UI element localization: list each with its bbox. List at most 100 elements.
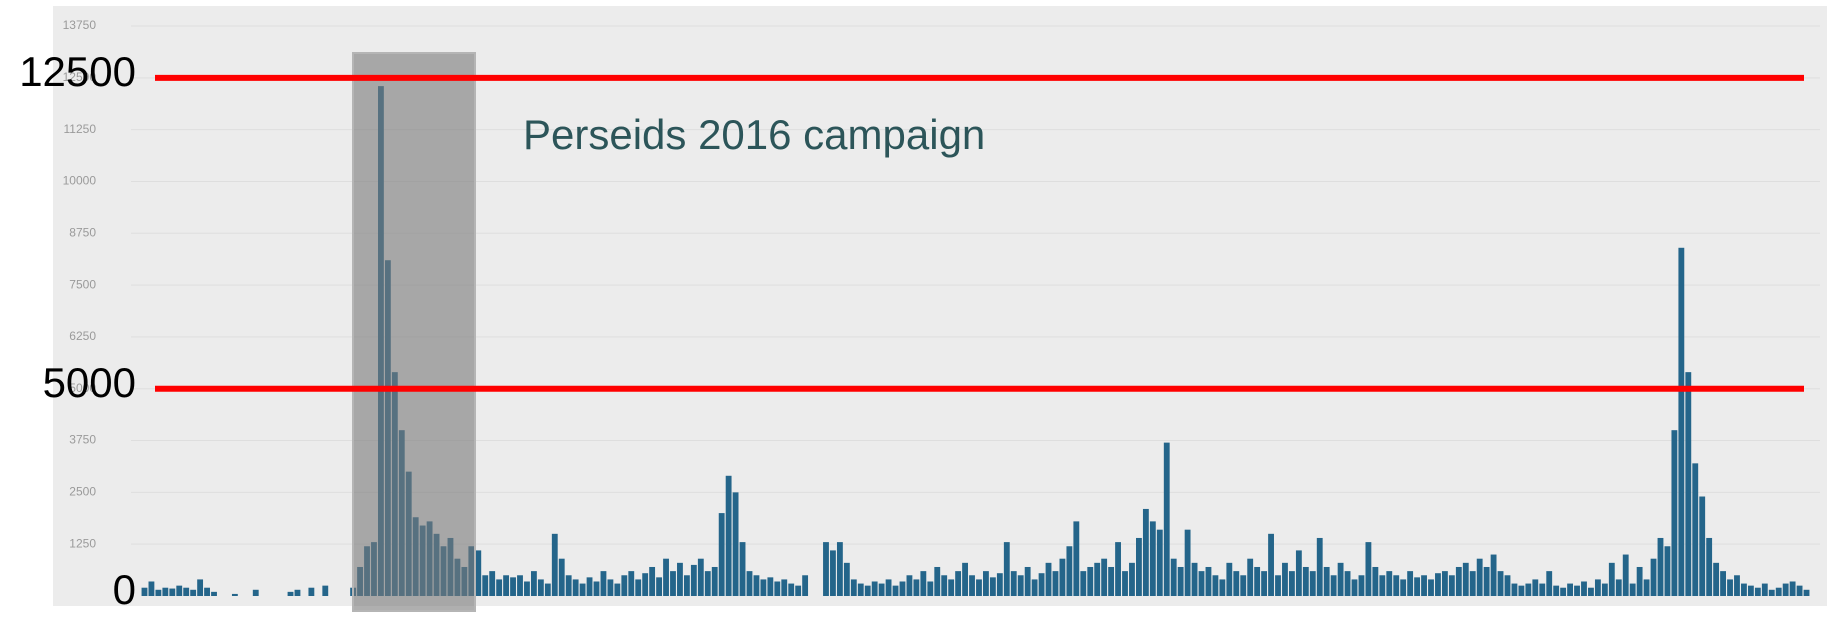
bar — [155, 589, 162, 596]
bar — [843, 562, 850, 596]
y-tick-label: 10000 — [63, 174, 97, 188]
bar — [871, 581, 878, 596]
bar — [614, 583, 621, 596]
bar — [802, 575, 809, 596]
y-tick-label: 8750 — [69, 225, 96, 239]
bar — [1288, 571, 1295, 596]
bar — [823, 542, 829, 596]
bar — [1337, 562, 1344, 596]
bar — [1754, 587, 1761, 596]
reference-label: 12500 — [19, 48, 136, 95]
bar — [670, 571, 676, 596]
bar — [1184, 529, 1191, 596]
bar — [1219, 579, 1226, 596]
bar — [148, 581, 155, 596]
bar — [211, 591, 217, 596]
bar — [1087, 566, 1094, 596]
bar — [162, 587, 169, 596]
y-tick-label: 7500 — [69, 277, 96, 291]
bar — [524, 581, 530, 596]
y-tick-label: 6250 — [69, 329, 96, 343]
reference-label: 5000 — [43, 359, 136, 406]
bar — [1400, 579, 1407, 596]
bar — [635, 579, 642, 596]
bar — [600, 571, 607, 596]
bar — [1351, 579, 1358, 596]
bar — [774, 581, 781, 596]
bar — [976, 579, 982, 596]
bar — [1497, 571, 1504, 596]
bar — [1149, 521, 1156, 596]
bar — [1386, 571, 1393, 596]
bar — [1177, 566, 1184, 596]
bar — [628, 571, 635, 596]
bar — [690, 564, 697, 596]
bar — [1393, 575, 1400, 596]
bar — [996, 573, 1003, 596]
bar — [1567, 583, 1574, 596]
bar — [1275, 575, 1281, 596]
bar — [1358, 575, 1365, 596]
bar — [475, 550, 482, 596]
bar — [1122, 571, 1128, 596]
bar — [1469, 571, 1476, 596]
bar — [1553, 585, 1560, 596]
bar — [1295, 550, 1302, 596]
bar — [1017, 575, 1024, 596]
bar — [1664, 546, 1671, 596]
bar — [1657, 537, 1664, 596]
bar — [1163, 442, 1170, 596]
bar — [593, 581, 600, 596]
bar — [704, 571, 711, 596]
bar — [1803, 589, 1810, 596]
bar — [1622, 554, 1629, 596]
bar — [176, 585, 183, 596]
bar — [1254, 566, 1261, 596]
bar — [1504, 575, 1511, 596]
bar — [753, 575, 760, 596]
bar — [725, 475, 732, 596]
bar — [1344, 571, 1351, 596]
bar — [781, 579, 788, 596]
bar — [1574, 585, 1580, 596]
bar — [962, 562, 968, 596]
bar — [1066, 546, 1073, 596]
bar — [621, 575, 628, 596]
bar — [788, 583, 795, 596]
reference-label: 0 — [113, 566, 136, 613]
bar — [1323, 566, 1330, 596]
bar — [530, 571, 537, 596]
bar — [649, 566, 656, 596]
bar — [864, 585, 871, 596]
bar — [1775, 587, 1782, 596]
bar — [983, 571, 989, 596]
bar — [308, 587, 315, 596]
bar — [1407, 571, 1414, 596]
bar — [1581, 581, 1587, 596]
bar — [1747, 585, 1754, 596]
bar — [607, 579, 614, 596]
bar — [1741, 583, 1747, 596]
bar — [1448, 575, 1455, 596]
bar — [1379, 575, 1386, 596]
reference-lines: 12500 5000 0 — [19, 48, 1804, 613]
bar — [1156, 529, 1163, 596]
bar — [697, 558, 704, 596]
bar — [732, 492, 739, 596]
bar — [204, 587, 210, 596]
bar — [1268, 533, 1274, 596]
bar — [899, 581, 906, 596]
bar — [183, 587, 190, 596]
bar — [551, 533, 558, 596]
bar — [1309, 571, 1316, 596]
bar — [1525, 583, 1532, 596]
bar — [1421, 575, 1427, 596]
bar — [503, 575, 510, 596]
bar — [558, 558, 565, 596]
y-tick-label: 5000 — [69, 381, 96, 395]
bar — [1024, 566, 1031, 596]
bar — [969, 575, 975, 596]
bar — [760, 579, 767, 596]
bar — [1720, 571, 1726, 596]
bar — [510, 577, 516, 596]
